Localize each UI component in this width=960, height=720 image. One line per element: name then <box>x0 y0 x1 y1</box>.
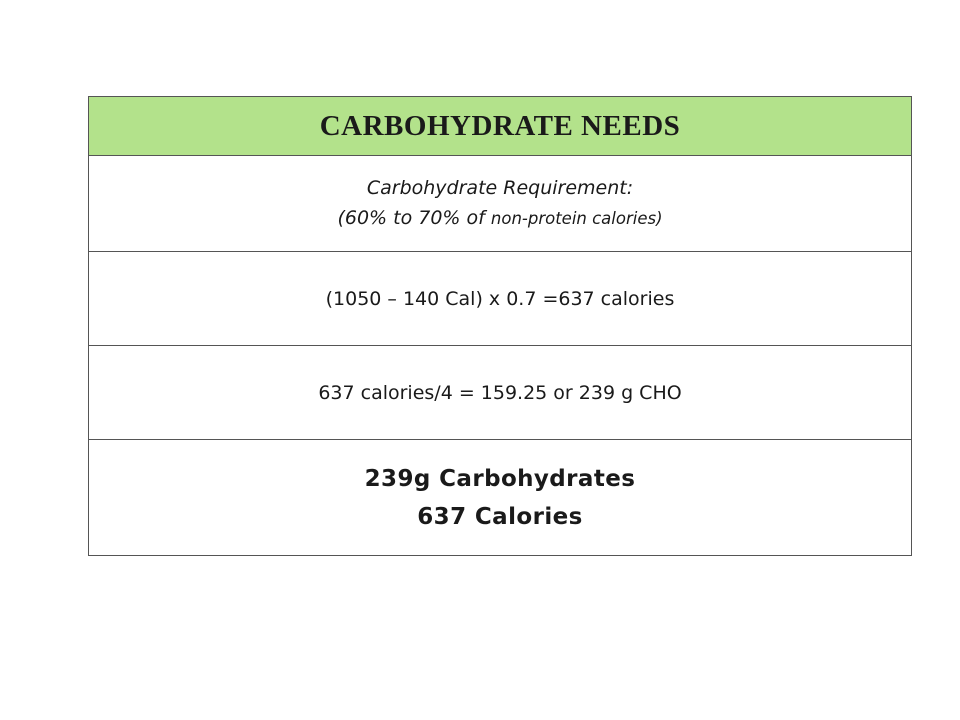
result-grams: 239g Carbohydrates <box>364 465 636 492</box>
calorie-calculation: (1050 – 140 Cal) x 0.7 =637 calories <box>88 251 912 346</box>
requirement-range: (60% to 70% of non-protein calories) <box>89 203 911 234</box>
table-header: CARBOHYDRATE NEEDS <box>88 96 912 156</box>
requirement-range-prefix: (60% to 70% of <box>337 207 485 229</box>
table-row: CARBOHYDRATE NEEDS <box>88 96 912 156</box>
result-cell: 239g Carbohydrates 637 Calories <box>88 439 912 556</box>
table-row: (1050 – 140 Cal) x 0.7 =637 calories <box>88 251 912 346</box>
table-row: 637 calories/4 = 159.25 or 239 g CHO <box>88 345 912 440</box>
table-row: Carbohydrate Requirement: (60% to 70% of… <box>88 155 912 252</box>
result-calories: 637 Calories <box>417 503 583 530</box>
carbohydrate-needs-table: CARBOHYDRATE NEEDS Carbohydrate Requirem… <box>88 96 912 556</box>
requirement-title: Carbohydrate Requirement: <box>366 177 634 199</box>
requirement-range-suffix: non-protein calories) <box>490 209 663 228</box>
gram-calculation: 637 calories/4 = 159.25 or 239 g CHO <box>88 345 912 440</box>
requirement-cell: Carbohydrate Requirement: (60% to 70% of… <box>88 155 912 252</box>
table-row: 239g Carbohydrates 637 Calories <box>88 439 912 556</box>
